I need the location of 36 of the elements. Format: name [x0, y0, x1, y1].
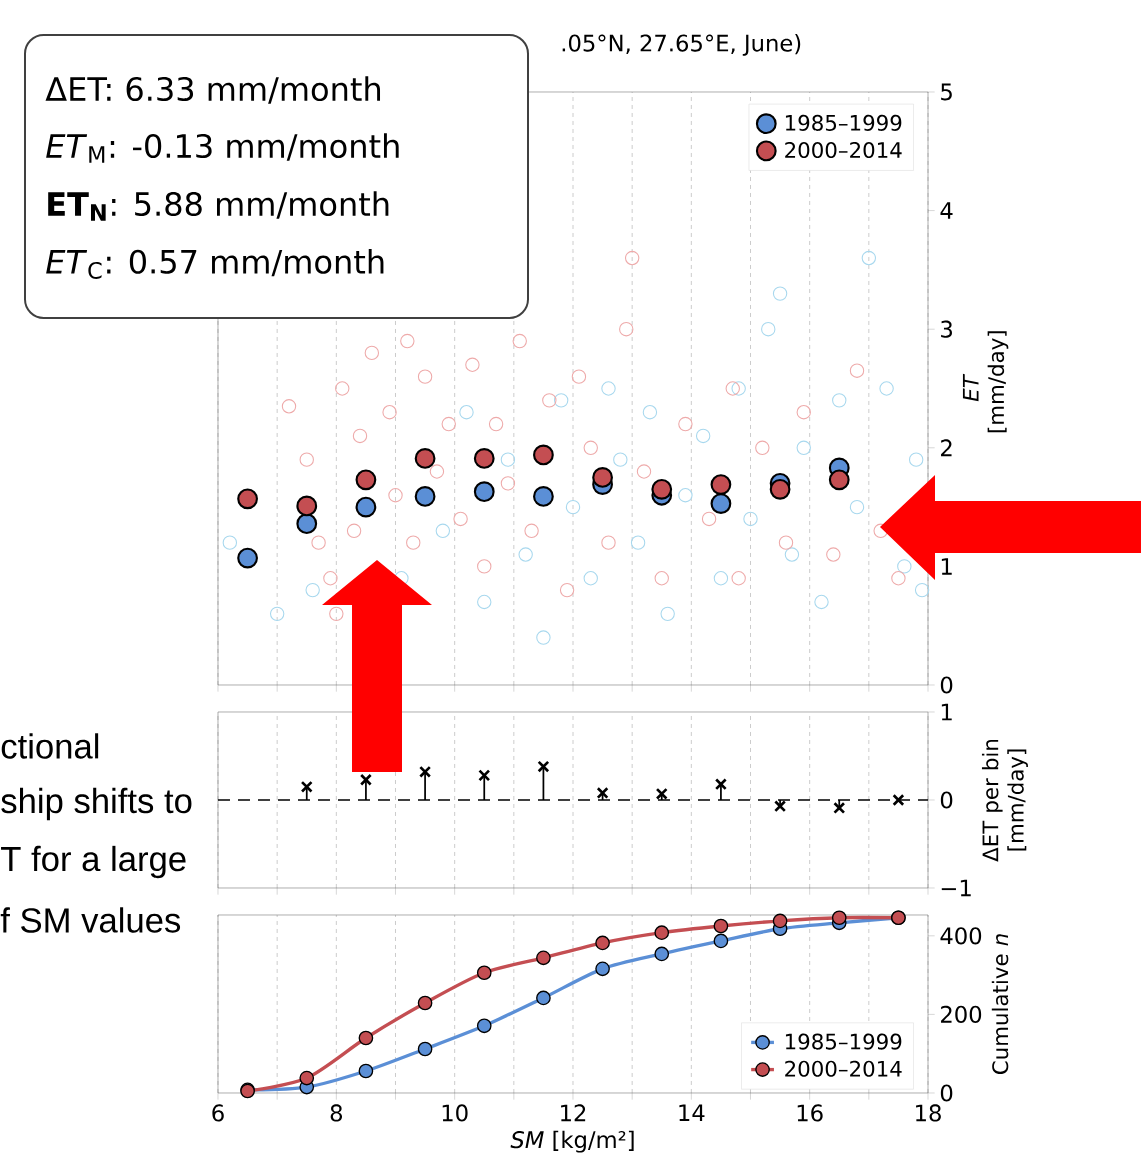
- text: ET$_{N}$: 5.88 mm/month: [48, 191, 389, 221]
- legend-label: 1985–1999: [785, 114, 902, 131]
- y-tick-label: 4: [940, 202, 953, 219]
- y-tick-label: 400: [940, 927, 982, 945]
- x-tick-label: 16: [797, 1104, 823, 1122]
- y-axis-title: ET [mm/day]: [962, 331, 1009, 433]
- x-tick-label: 18: [916, 1104, 941, 1122]
- legend-label: 2000–2014: [785, 1060, 902, 1077]
- y-tick-label: 0: [940, 791, 953, 809]
- text: f SM values: [0, 907, 181, 933]
- x-tick-label: 14: [679, 1104, 705, 1121]
- text: T for a large: [1, 845, 186, 879]
- y-tick-label: 2: [941, 439, 952, 457]
- legend-label: 2000–2014: [785, 141, 902, 159]
- y-axis-title: Cumulative n: [991, 934, 1009, 1074]
- x-tick-label: 10: [442, 1104, 468, 1122]
- text: ship shifts to: [1, 787, 192, 821]
- chart-title: .05°N, 27.65°E, June): [562, 34, 801, 56]
- text: ctional: [1, 733, 99, 759]
- annotation: ET$_{M}$: -0.13 mm/month: [46, 133, 399, 163]
- y-tick-label: 1: [941, 703, 952, 721]
- x-tick-label: 12: [561, 1104, 586, 1122]
- x-tick-label: 6: [212, 1104, 224, 1122]
- y-tick-label: 1: [941, 558, 952, 575]
- annotation: ΔET: 6.33 mm/month: [45, 76, 381, 104]
- legend-label: 1985–1999: [785, 1033, 902, 1050]
- x-tick-label: 8: [330, 1104, 342, 1122]
- y-tick-label: 0: [940, 676, 953, 694]
- y-tick-label: 3: [941, 320, 952, 338]
- y-tick-label: −1: [941, 879, 971, 897]
- y-tick-label: 0: [940, 1084, 953, 1102]
- y-tick-label: 200: [941, 1005, 982, 1023]
- y-tick-label: 5: [941, 83, 952, 101]
- annotation: ET$_{C}$: 0.57 mm/month: [46, 249, 384, 279]
- x-axis-title: SM [kg/m²]: [510, 1130, 634, 1153]
- y-axis-title: ΔET per bin [mm/day]: [981, 739, 1028, 862]
